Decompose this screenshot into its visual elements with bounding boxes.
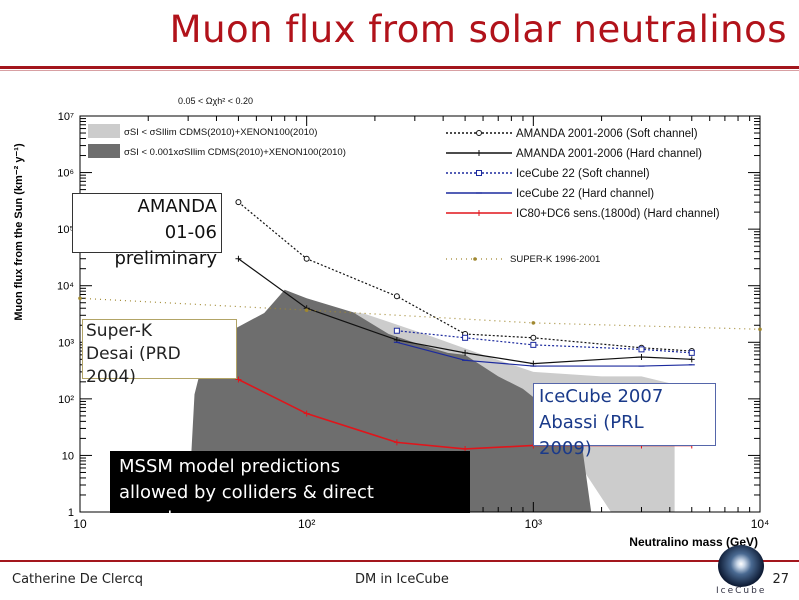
x-tick-label-1: 10²: [298, 517, 315, 531]
series-line-5: [79, 297, 761, 330]
mssm-line-2: allowed by colliders & direct: [119, 482, 374, 503]
legend-marker-5: [473, 257, 477, 261]
y-axis-label: Muon flux from the Sun (km⁻² y⁻¹): [13, 143, 25, 321]
data-point-5-2: [531, 321, 536, 325]
y-tick-label-3: 10³: [58, 337, 74, 349]
y-tick-label-1: 10: [62, 450, 74, 462]
legend-label-3: IceCube 22 (Hard channel): [516, 188, 654, 200]
icecube-logo: [718, 545, 764, 587]
chart-header-note: 0.05 < Ωχh² < 0.20: [178, 96, 253, 106]
data-point-1-3: [462, 349, 469, 356]
y-tick-label-4: 10⁴: [57, 281, 74, 293]
icecube-annotation: IceCube 2007 Abassi (PRL 2009): [533, 383, 716, 459]
icecube-line-3: 2009): [539, 438, 592, 459]
slide-title: Muon flux from solar neutralinos: [169, 8, 787, 51]
x-tick-label-3: 10⁴: [751, 517, 770, 531]
amanda-annotation: AMANDA 01-06 preliminary: [72, 193, 222, 269]
title-rule-thin: [0, 70, 799, 71]
y-tick-label-6: 10⁶: [57, 168, 74, 180]
data-point-0-1: [303, 255, 310, 262]
y-tick-label-0: 1: [68, 507, 74, 519]
icecube-logo-text: IceCube: [716, 586, 767, 596]
data-point-5-3: [758, 327, 762, 332]
data-point-0-2: [393, 293, 400, 300]
legend-label-region-1: σSI < 0.001xσSIlim CDMS(2010)+XENON100(2…: [124, 147, 346, 158]
legend-label-0: AMANDA 2001-2006 (Soft channel): [516, 128, 698, 140]
icecube-line-2: Abassi (PRL: [539, 412, 644, 433]
data-point-4-1: [303, 410, 310, 417]
amanda-line-3: preliminary: [114, 248, 217, 269]
data-point-5-0: [78, 296, 82, 301]
mssm-line-3: searches: [119, 508, 200, 529]
footer-rule: [0, 560, 799, 562]
y-tick-label-5: 10⁵: [57, 224, 74, 236]
mssm-line-1: MSSM model predictions: [119, 456, 341, 477]
legend-marker-1: [476, 150, 482, 156]
data-point-2-2: [530, 341, 537, 348]
data-point-4-2: [393, 439, 400, 446]
legend-marker-2: [476, 170, 482, 176]
amanda-line-1: AMANDA: [137, 196, 217, 217]
legend-label-5: SUPER-K 1996-2001: [510, 254, 600, 265]
y-tick-label-2: 10²: [58, 394, 74, 406]
data-point-2-3: [638, 346, 645, 353]
data-point-0-0: [235, 199, 242, 206]
legend-label-region-0: σSI < σSIlim CDMS(2010)+XENON100(2010): [124, 127, 317, 138]
page-number: 27: [772, 572, 789, 587]
footer-author: Catherine De Clercq: [12, 572, 143, 587]
icecube-line-1: IceCube 2007: [539, 386, 664, 407]
y-tick-label-7: 10⁷: [58, 111, 74, 123]
data-point-5-1: [304, 308, 309, 312]
title-rule: [0, 66, 799, 69]
superk-annotation: Super-K Desai (PRD 2004): [82, 319, 237, 387]
legend-marker-0: [476, 130, 482, 136]
data-point-1-6: [688, 356, 695, 363]
amanda-line-2: 01-06: [164, 222, 217, 243]
legend-marker-4: [476, 210, 482, 216]
data-point-0-4: [530, 334, 537, 341]
x-axis-label: Neutralino mass (GeV): [629, 535, 758, 549]
data-point-2-0: [393, 327, 400, 334]
data-point-1-0: [235, 255, 242, 262]
data-point-2-1: [462, 334, 469, 341]
superk-line-3: 2004): [86, 367, 136, 387]
superk-line-1: Super-K: [86, 321, 152, 341]
footer-talk-title: DM in IceCube: [355, 572, 449, 587]
legend-label-4: IC80+DC6 sens.(1800d) (Hard channel): [516, 208, 720, 220]
data-point-4-3: [462, 445, 469, 452]
legend-swatch-region-1: [88, 144, 120, 158]
legend-label-1: AMANDA 2001-2006 (Hard channel): [516, 148, 702, 160]
mssm-annotation: MSSM model predictions allowed by collid…: [110, 451, 470, 529]
data-point-4-0: [235, 376, 242, 383]
superk-line-2: Desai (PRD: [86, 344, 181, 364]
data-point-1-5: [638, 353, 645, 360]
x-tick-label-2: 10³: [525, 517, 542, 531]
data-point-2-4: [688, 349, 695, 356]
legend-swatch-region-0: [88, 124, 120, 138]
legend-label-2: IceCube 22 (Soft channel): [516, 168, 650, 180]
x-tick-label-0: 10: [73, 517, 87, 531]
